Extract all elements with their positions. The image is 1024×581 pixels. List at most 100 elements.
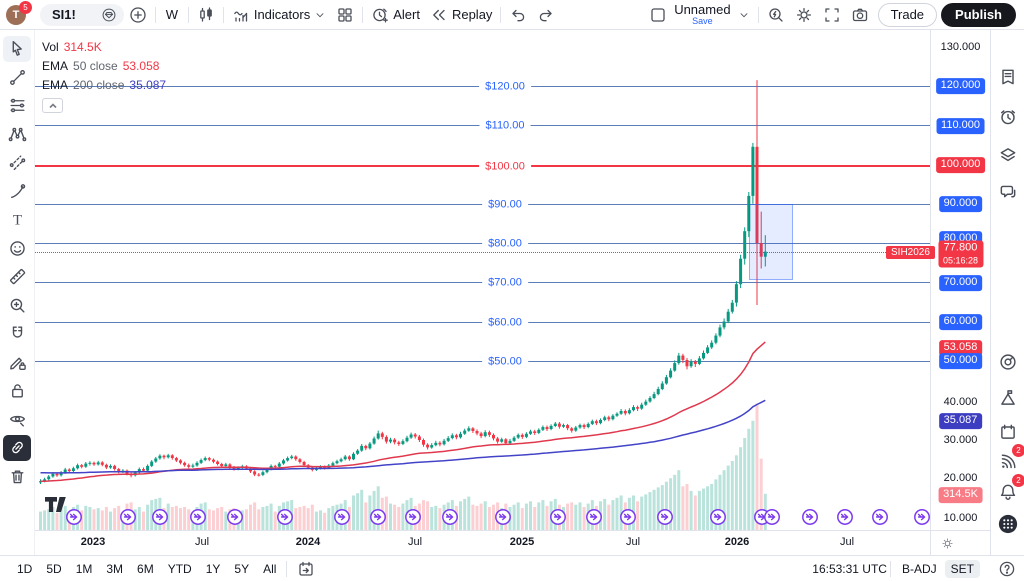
brush-icon [10, 183, 25, 198]
layout-menu-chevron[interactable] [733, 3, 755, 27]
sidebar-item-apps[interactable] [994, 510, 1022, 538]
tradingview-watermark-logo [44, 496, 74, 518]
tool-trend-line[interactable] [3, 64, 31, 90]
price-line-80[interactable]: $80.00 [35, 237, 930, 250]
adjustment-toggle[interactable]: B-ADJ [901, 561, 937, 576]
price-line-60[interactable]: $60.00 [35, 315, 930, 328]
sidebar-item-watchlist[interactable] [994, 63, 1022, 91]
tool-text[interactable]: T [3, 207, 31, 233]
gear-icon [795, 6, 813, 24]
range-button-5D[interactable]: 5D [46, 561, 62, 576]
snapshot-button[interactable] [846, 3, 874, 27]
sidebar-item-alerts-clock[interactable] [994, 103, 1022, 131]
price-line-120[interactable]: $120.00 [35, 80, 930, 93]
range-button-YTD[interactable]: YTD [167, 561, 192, 576]
price-axis[interactable]: 130.000 120.000 110.000 100.000 90.000 80.000… [930, 30, 990, 530]
price-line-label: $110.00 [479, 119, 531, 132]
time-label-Jul: Jul [194, 536, 210, 548]
separator [187, 6, 189, 23]
range-button-1M[interactable]: 1M [75, 561, 93, 576]
time-label-Jul: Jul [407, 536, 423, 548]
sidebar-item-notifications[interactable]: 2 [994, 474, 1024, 506]
tool-cursor[interactable] [3, 35, 31, 62]
drawing-toolbar: T [0, 30, 35, 555]
sidebar-item-chat[interactable] [994, 178, 1022, 206]
tool-parallel-channel[interactable] [3, 150, 31, 176]
range-button-6M[interactable]: 6M [137, 561, 154, 576]
redo-button[interactable] [532, 3, 560, 27]
rectangle-drawing[interactable] [749, 204, 793, 280]
symbol-search[interactable]: SI1! [40, 3, 124, 26]
tool-link-drawings[interactable] [3, 434, 31, 461]
user-menu[interactable]: T 5 [6, 0, 32, 27]
tool-emoji[interactable] [3, 235, 31, 261]
legend-row-1[interactable]: EMA 50 close 53.058 [42, 56, 166, 75]
alert-clock-icon [371, 6, 389, 24]
price-line-90[interactable]: $90.00 [35, 198, 930, 211]
remove-drawings-icon [11, 470, 23, 483]
price-line-70[interactable]: $70.00 [35, 276, 930, 289]
tool-brush[interactable] [3, 178, 31, 204]
tool-fib-lines[interactable] [3, 93, 31, 119]
compare-add-button[interactable] [124, 3, 152, 27]
badge: 2 [1012, 474, 1024, 487]
publish-button[interactable]: Publish [941, 2, 1016, 27]
measure-icon [9, 269, 25, 285]
legend-row-0[interactable]: Vol 314.5K [42, 37, 166, 56]
sidebar-item-ideas[interactable] [994, 384, 1022, 412]
layout-select-button[interactable] [644, 3, 672, 27]
separator [889, 560, 891, 577]
price-line-50[interactable]: $50.00 [35, 355, 930, 368]
candlestick-chart[interactable] [35, 30, 930, 530]
session-toggle[interactable]: SET [944, 559, 980, 578]
price-line-label: $100.00 [479, 159, 531, 172]
range-button-1Y[interactable]: 1Y [205, 561, 221, 576]
layout-name[interactable]: Unnamed [674, 2, 731, 17]
sidebar-item-streams[interactable]: 2 [994, 444, 1024, 476]
chart-plot-area[interactable]: Vol 314.5K EMA 50 close 53.058 EMA 200 close 35… [35, 30, 930, 530]
tool-lock-all[interactable] [3, 378, 31, 404]
clock[interactable]: 16:53:31 UTC [812, 561, 887, 576]
time-axis[interactable]: 2023 Jul 2024 Jul 2025 Jul 2026 Jul [35, 530, 930, 555]
fullscreen-icon [823, 6, 841, 24]
sidebar-item-screener[interactable] [994, 348, 1022, 376]
tool-measure[interactable] [3, 264, 31, 290]
contract-rollover-icon [190, 509, 206, 525]
indicators-button[interactable]: Indicators [227, 3, 331, 27]
go-to-date-button[interactable] [292, 557, 320, 581]
undo-button[interactable] [504, 3, 532, 27]
settings-button[interactable] [790, 3, 818, 27]
chart-style-button[interactable] [192, 3, 220, 27]
tool-remove-drawings[interactable] [3, 463, 31, 489]
trade-button[interactable]: Trade [877, 2, 938, 27]
replay-button[interactable]: Replay [425, 3, 497, 27]
range-button-3M[interactable]: 3M [106, 561, 124, 576]
tool-zoom-in[interactable] [3, 292, 31, 318]
symbol-name[interactable]: SI1! [52, 7, 76, 22]
price-label-30.000: 30.000 [943, 434, 978, 446]
gear-icon[interactable] [941, 537, 954, 550]
range-button-5Y[interactable]: 5Y [234, 561, 250, 576]
fullscreen-button[interactable] [818, 3, 846, 27]
save-button[interactable]: Save [692, 16, 713, 26]
price-axis-settings[interactable] [930, 530, 990, 555]
tool-magnet[interactable] [3, 321, 31, 347]
price-line-110[interactable]: $110.00 [35, 119, 930, 132]
help-button[interactable] [990, 555, 1024, 581]
price-line-label: $50.00 [482, 355, 528, 368]
layout-name-button[interactable]: Unnamed Save [674, 3, 730, 26]
tool-drawing-mode[interactable] [3, 349, 31, 375]
range-button-1D[interactable]: 1D [17, 561, 33, 576]
tool-xabcd-pattern[interactable] [3, 121, 31, 147]
range-button-All[interactable]: All [263, 561, 277, 576]
indicator-templates-button[interactable] [331, 3, 359, 27]
interval-button[interactable]: W [165, 7, 178, 22]
legend-collapse-button[interactable] [42, 98, 63, 113]
sidebar-item-calendar[interactable] [994, 418, 1022, 446]
legend-row-2[interactable]: EMA 200 close 35.087 [42, 75, 166, 94]
price-line-100[interactable]: $100.00 [35, 159, 930, 172]
sidebar-item-object-tree[interactable] [994, 141, 1022, 169]
quick-search-button[interactable] [762, 3, 790, 27]
tool-hide-all[interactable] [3, 406, 31, 432]
alert-button[interactable]: Alert [366, 3, 425, 27]
